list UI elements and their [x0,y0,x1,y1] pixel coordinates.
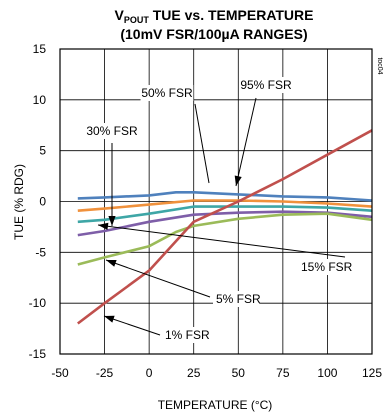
annotation-label-bg [85,123,139,139]
annotation-label: 15% FSR [301,260,353,274]
x-axis-label: TEMPERATURE (°C) [158,398,273,412]
annotation-label-bg [239,77,293,93]
title-subscript: POUT [124,15,150,25]
x-tick-label: 125 [362,366,382,380]
figure-id: toc04 [376,57,383,74]
annotation-label: 30% FSR [86,124,138,138]
annotation-leader-line [97,224,346,258]
y-tick-label: 10 [33,93,47,107]
y-tick-label: 0 [39,195,46,209]
annotation-label-bg [213,291,260,307]
annotation-arrowhead [106,259,117,267]
title-rest: TUE vs. TEMPERATURE [149,7,314,23]
series-line-95-fsr [77,191,373,202]
annotation-label: 95% FSR [240,78,292,92]
annotation-label: 1% FSR [165,328,210,342]
chart-title-line2: (10mV FSR/100µA RANGES) [120,26,307,42]
y-tick-label: -5 [35,245,46,259]
annotation-label-bg [162,327,209,343]
y-tick-label: 5 [39,144,46,158]
x-tick-label: -50 [51,366,69,380]
annotation-label: 5% FSR [216,292,261,306]
annotation-arrowhead [104,315,115,323]
x-tick-label: 25 [187,366,201,380]
annotation-leader-line [235,97,257,187]
x-tick-label: 75 [276,366,290,380]
chart-title-line1: VPOUT TUE vs. TEMPERATURE [114,7,313,25]
annotation-arrowhead [234,175,242,186]
y-tick-label: -10 [29,296,47,310]
annotations: 50% FSR 95% FSR 30% FSR 15% FSR 5% FSR 1% FSR [85,77,353,343]
series-line-15-fsr [77,210,373,237]
y-tick-label: 15 [33,42,47,56]
annotation-label-bg [298,259,351,275]
x-tick-label: 0 [146,366,153,380]
series-line-1-fsr [77,129,373,325]
series-line-5-fsr [77,212,373,266]
x-tick-label: 50 [232,366,246,380]
y-tick-label: -15 [29,347,47,361]
y-axis-label: TUE (% RDG) [12,164,26,240]
annotation-label: 50% FSR [141,86,193,100]
annotation-label-bg [140,85,194,101]
plot-frame [59,48,373,355]
title-base: V [114,7,124,23]
annotation-arrowhead [108,216,116,226]
annotation-arrowhead [98,222,109,230]
x-tick-label: 100 [317,366,337,380]
x-tick-label: -25 [96,366,114,380]
annotation-leader-line [194,103,210,184]
annotation-leader-line [105,259,211,298]
